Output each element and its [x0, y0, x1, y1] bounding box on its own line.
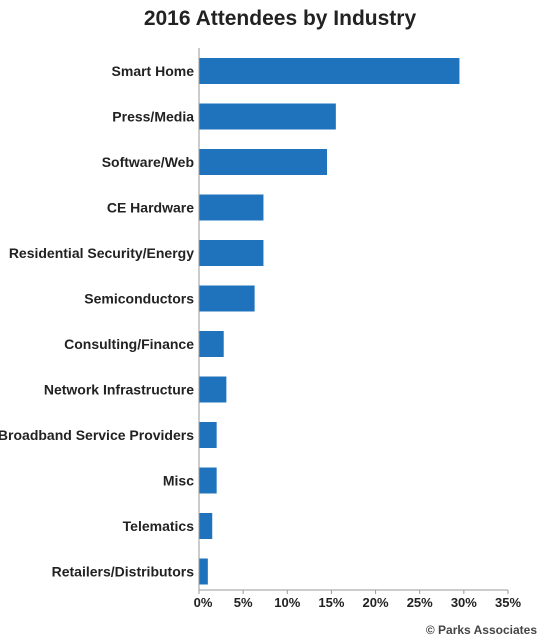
bar-retailers-distributors	[199, 558, 208, 585]
x-tick-label: 0%	[194, 595, 213, 610]
x-tick-label: 20%	[363, 595, 389, 610]
bar-ce-hardware	[199, 194, 264, 221]
category-label-broadband-service-providers: Broadband Service Providers	[0, 427, 194, 443]
credit-text: © Parks Associates	[426, 623, 537, 637]
x-tick-label: 5%	[234, 595, 253, 610]
category-label-semiconductors: Semiconductors	[84, 291, 194, 307]
bar-residential-security-energy	[199, 240, 264, 266]
category-label-retailers-distributors: Retailers/Distributors	[52, 564, 195, 580]
bar-semiconductors	[199, 285, 255, 312]
x-tick-label: 25%	[407, 595, 433, 610]
bar-broadband-service-providers	[199, 422, 217, 448]
bar-telematics	[199, 513, 213, 539]
category-label-network-infrastructure: Network Infrastructure	[44, 382, 194, 398]
bar-consulting-finance	[199, 331, 224, 357]
category-label-software-web: Software/Web	[102, 154, 194, 170]
bar-network-infrastructure	[199, 376, 227, 403]
category-label-telematics: Telematics	[123, 518, 195, 534]
x-tick-label: 10%	[274, 595, 300, 610]
category-label-residential-security-energy: Residential Security/Energy	[9, 245, 194, 261]
x-axis-ticks: 0% 5% 10% 15% 20% 25% 30% 35%	[194, 590, 521, 610]
category-label-smart-home: Smart Home	[112, 63, 195, 79]
category-label-consulting-finance: Consulting/Finance	[64, 336, 194, 352]
category-label-ce-hardware: CE Hardware	[107, 200, 194, 216]
chart-title: 2016 Attendees by Industry	[144, 7, 417, 30]
category-label-misc: Misc	[163, 473, 194, 489]
bar-smart-home	[199, 58, 460, 84]
category-labels: Smart Home Press/Media Software/Web CE Hard…	[0, 63, 194, 580]
bar-software-web	[199, 149, 328, 175]
x-tick-label: 35%	[495, 595, 521, 610]
bar-press-media	[199, 103, 336, 130]
x-tick-label: 15%	[318, 595, 344, 610]
category-label-press-media: Press/Media	[112, 109, 194, 125]
x-tick-label: 30%	[451, 595, 477, 610]
bar-misc	[199, 467, 217, 494]
bars-group	[199, 58, 460, 585]
